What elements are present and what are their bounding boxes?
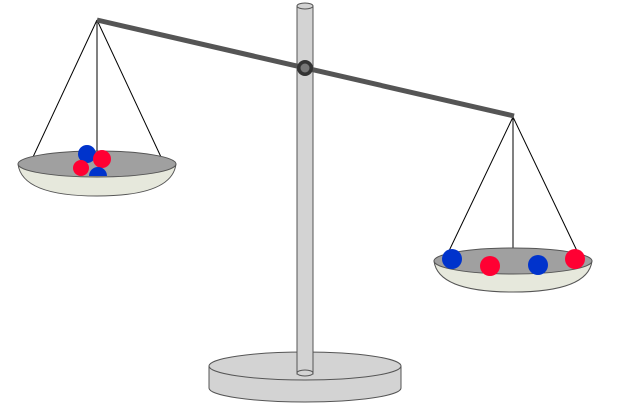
scale-pole	[296, 2, 314, 377]
ball-red	[93, 150, 111, 168]
right-rope-left	[447, 116, 514, 254]
left-pan-assembly	[17, 19, 177, 197]
ball-red	[73, 160, 89, 176]
pole-top	[296, 2, 314, 10]
ball-blue	[442, 249, 462, 269]
ball-blue	[89, 167, 107, 176]
left-rope-left	[32, 19, 98, 158]
pivot-inner	[300, 63, 310, 73]
right-rope-right	[512, 116, 579, 254]
scale-beam	[96, 17, 515, 119]
ball-blue	[78, 145, 96, 163]
left-pan-balls	[73, 145, 111, 176]
pole-foot	[296, 369, 314, 377]
ball-blue	[528, 255, 548, 275]
right-pan-inner	[433, 247, 593, 275]
ball-red	[480, 256, 500, 276]
left-rope-right	[96, 19, 162, 158]
ball-red	[565, 249, 585, 269]
right-pan-assembly	[433, 116, 593, 293]
scale-base	[208, 351, 402, 403]
right-pan-balls	[442, 249, 585, 276]
